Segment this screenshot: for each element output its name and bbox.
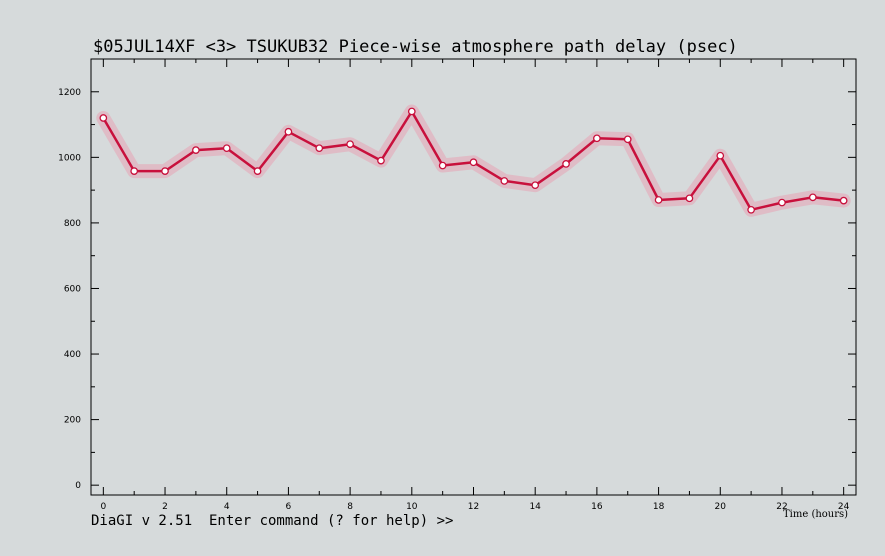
x-tick-label: 24 bbox=[838, 502, 850, 512]
x-tick-label: 14 bbox=[529, 502, 541, 512]
x-tick-label: 0 bbox=[100, 502, 106, 512]
x-tick-label: 4 bbox=[224, 502, 230, 512]
data-point bbox=[407, 107, 416, 116]
data-point bbox=[99, 114, 108, 122]
x-tick-label: 8 bbox=[347, 502, 353, 512]
data-point bbox=[222, 144, 231, 153]
data-point bbox=[562, 160, 570, 168]
command-prompt[interactable]: DiaGI v 2.51 Enter command (? for help) … bbox=[91, 513, 454, 529]
data-point bbox=[130, 167, 139, 175]
y-tick-label: 0 bbox=[75, 481, 81, 491]
y-tick-label: 400 bbox=[64, 350, 81, 360]
x-tick-label: 18 bbox=[653, 502, 665, 512]
axis-ticks bbox=[91, 59, 856, 495]
x-tick-label: 2 bbox=[162, 502, 168, 512]
data-point bbox=[593, 134, 601, 143]
data-point bbox=[685, 194, 694, 203]
data-point bbox=[654, 196, 663, 204]
y-tick-label: 600 bbox=[64, 284, 81, 294]
plot-frame bbox=[90, 58, 857, 496]
data-point bbox=[284, 127, 293, 136]
data-point bbox=[500, 177, 509, 185]
tick-labels: 0 2 4 6 8 10 12 14 16 18 20 22 240200400600800100012… bbox=[58, 88, 850, 512]
data-point bbox=[778, 198, 786, 207]
chart-title: $05JUL14XF <3> TSUKUB32 Piece-wise atmos… bbox=[93, 37, 738, 57]
x-tick-label: 10 bbox=[406, 502, 418, 512]
y-tick-label: 800 bbox=[64, 219, 81, 229]
data-point bbox=[808, 193, 817, 202]
x-tick-label: 22 bbox=[776, 502, 787, 512]
y-tick-label: 1200 bbox=[58, 88, 81, 98]
data-point bbox=[377, 156, 385, 165]
data-point bbox=[253, 167, 262, 175]
x-tick-label: 20 bbox=[715, 502, 727, 512]
x-axis-label: Time (hours) bbox=[783, 509, 848, 520]
data-point bbox=[315, 144, 324, 153]
data-point bbox=[346, 140, 354, 149]
data-point bbox=[192, 146, 200, 154]
y-tick-label: 1000 bbox=[58, 153, 81, 163]
data-point bbox=[469, 158, 478, 167]
data-point bbox=[839, 196, 848, 205]
y-tick-label: 200 bbox=[64, 416, 81, 426]
data-point bbox=[161, 167, 169, 175]
x-tick-label: 12 bbox=[468, 502, 479, 512]
data-point bbox=[623, 135, 632, 144]
data-point bbox=[747, 205, 755, 214]
x-tick-label: 6 bbox=[286, 502, 292, 512]
data-point bbox=[438, 161, 447, 170]
data-point bbox=[716, 151, 725, 160]
x-tick-label: 16 bbox=[591, 502, 603, 512]
data-point bbox=[531, 181, 540, 190]
data-points bbox=[99, 107, 848, 214]
